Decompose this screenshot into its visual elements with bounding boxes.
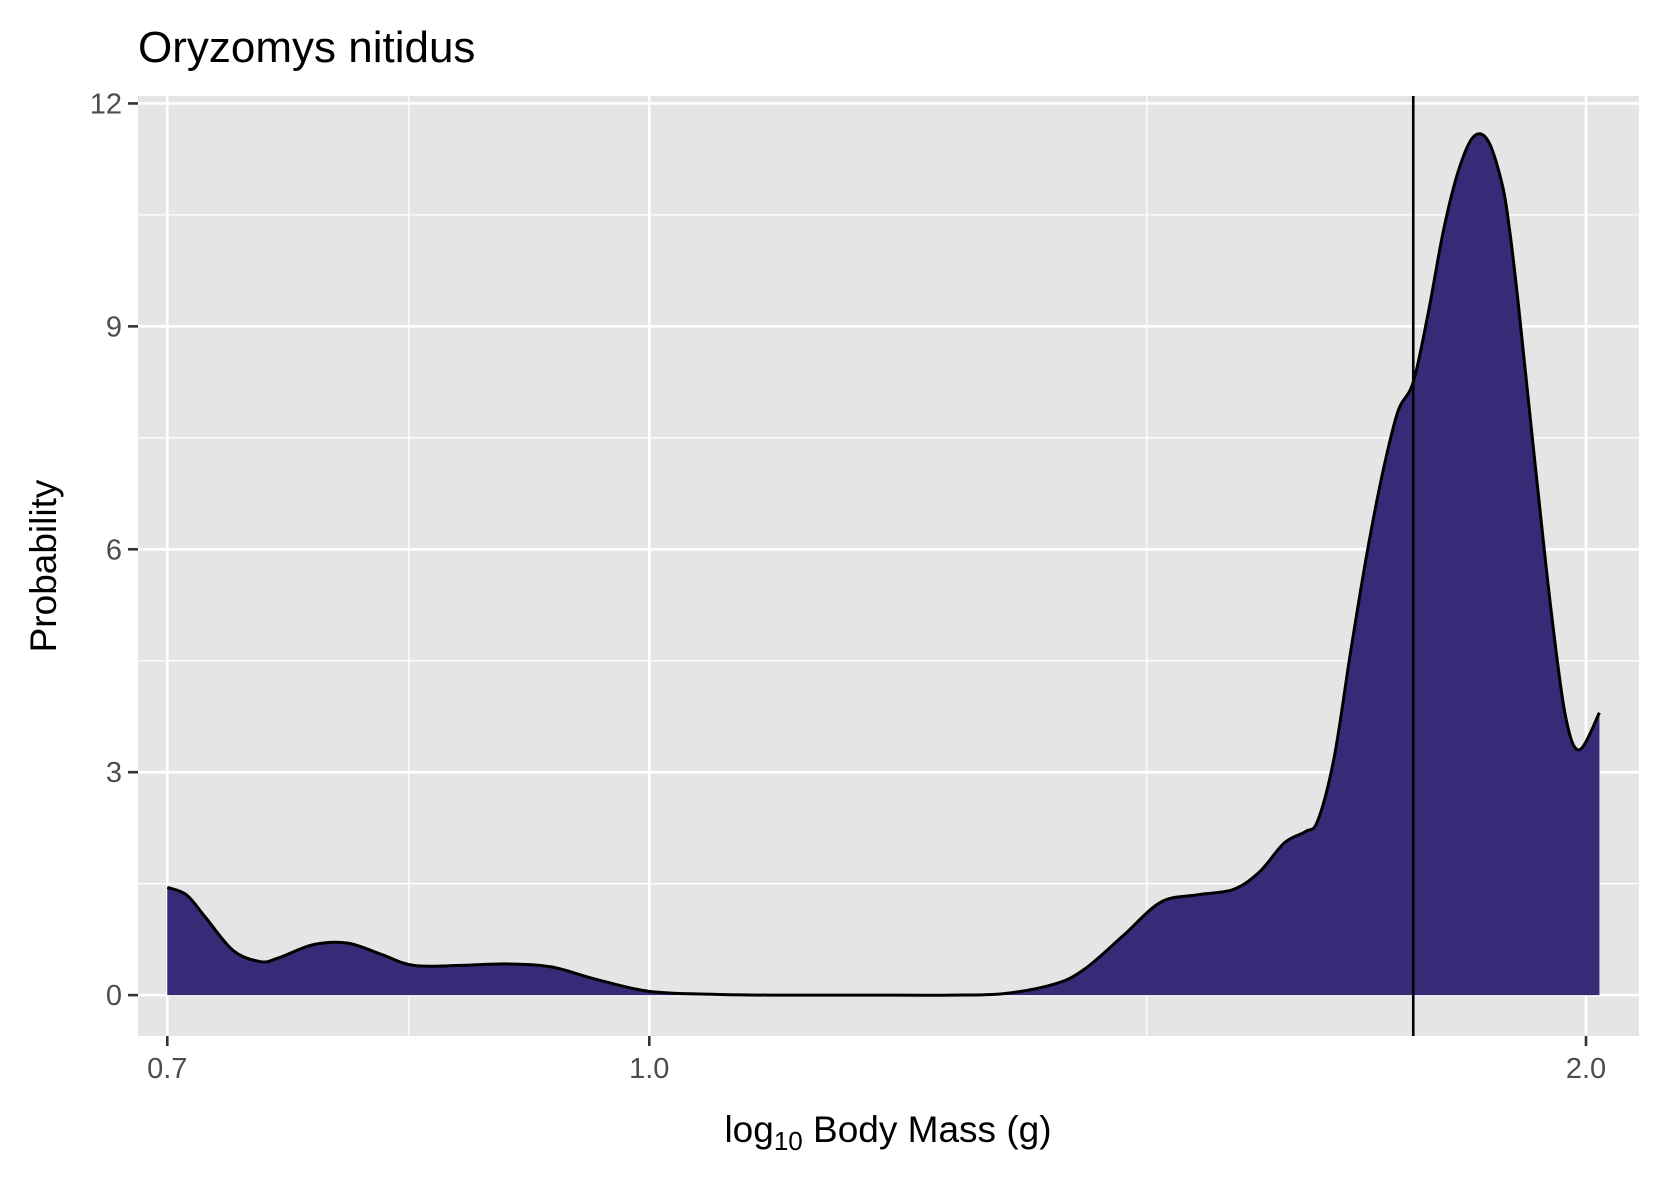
x-tick-label: 2.0: [1566, 1053, 1606, 1085]
x-axis-title-subscript: 10: [774, 1126, 803, 1156]
y-tick-label: 9: [106, 311, 122, 343]
x-axis-title-base: log: [724, 1109, 773, 1150]
y-axis-title: Probability: [23, 479, 64, 652]
y-tick-label: 6: [106, 534, 122, 566]
major-gridlines: [138, 96, 1639, 1036]
y-axis: 0 3 6 9 12: [90, 88, 138, 1012]
minor-gridlines: [138, 96, 1639, 1036]
density-area: [167, 133, 1600, 996]
x-axis: 0.7 1.0 2.0: [147, 1036, 1606, 1085]
density-curve: [166, 132, 1601, 997]
chart-title: Oryzomys nitidus: [138, 23, 475, 72]
x-axis-title-rest: Body Mass (g): [803, 1109, 1052, 1150]
x-tick-label: 1.0: [629, 1053, 669, 1085]
y-tick-label: 3: [106, 757, 122, 789]
y-tick-label: 12: [90, 88, 122, 120]
y-tick-label: 0: [106, 980, 122, 1012]
x-tick-label: 0.7: [147, 1053, 187, 1085]
x-axis-title: log10 Body Mass (g): [724, 1109, 1051, 1156]
